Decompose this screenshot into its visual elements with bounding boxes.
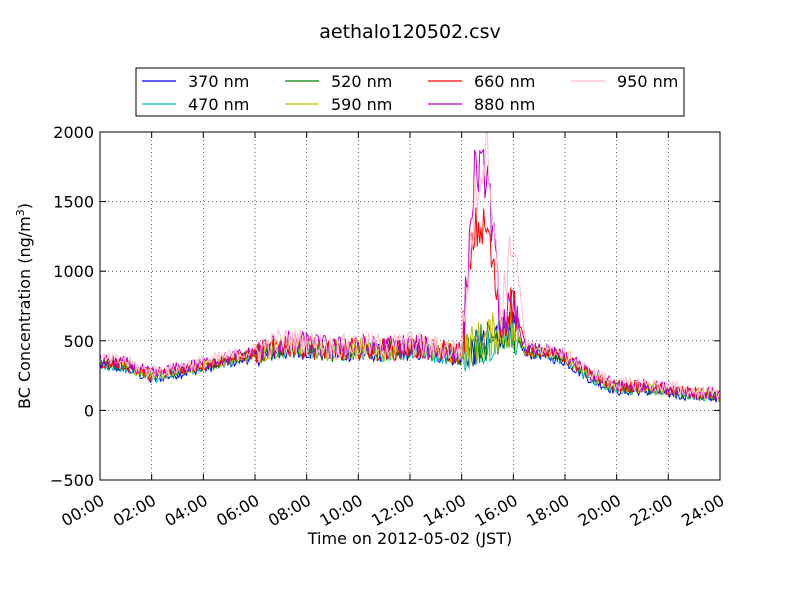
y-tick-label: 2000 xyxy=(53,123,94,142)
series-line-950-nm xyxy=(100,132,720,400)
legend-box xyxy=(135,67,685,117)
legend-label: 370 nm xyxy=(188,72,249,91)
legend-label: 590 nm xyxy=(331,95,392,114)
plot-area xyxy=(100,132,720,403)
y-axis-label-sup: 3 xyxy=(14,209,27,216)
y-tick-label: −500 xyxy=(50,471,94,490)
chart-title: aethalo120502.csv xyxy=(319,21,501,43)
legend: 370 nm 470 nm 520 nm 590 nm 660 nm 880 nm 950 … xyxy=(135,67,685,117)
legend-label: 880 nm xyxy=(474,95,535,114)
y-tick-label: 1000 xyxy=(53,262,94,281)
legend-label: 470 nm xyxy=(188,95,249,114)
y-tick-label: 0 xyxy=(84,401,94,420)
y-axis-label: BC Concentration (ng/m3) xyxy=(14,203,35,409)
x-axis-label: Time on 2012-05-02 (JST) xyxy=(307,529,512,548)
legend-label: 950 nm xyxy=(617,72,678,91)
y-axis-label-close: ) xyxy=(15,203,34,209)
y-tick-label: 1500 xyxy=(53,193,94,212)
y-tick-label: 500 xyxy=(63,332,94,351)
axes-frame xyxy=(99,131,721,481)
y-axis-label-main: BC Concentration (ng/m xyxy=(15,216,34,409)
legend-label: 520 nm xyxy=(331,72,392,91)
legend-label: 660 nm xyxy=(474,72,535,91)
